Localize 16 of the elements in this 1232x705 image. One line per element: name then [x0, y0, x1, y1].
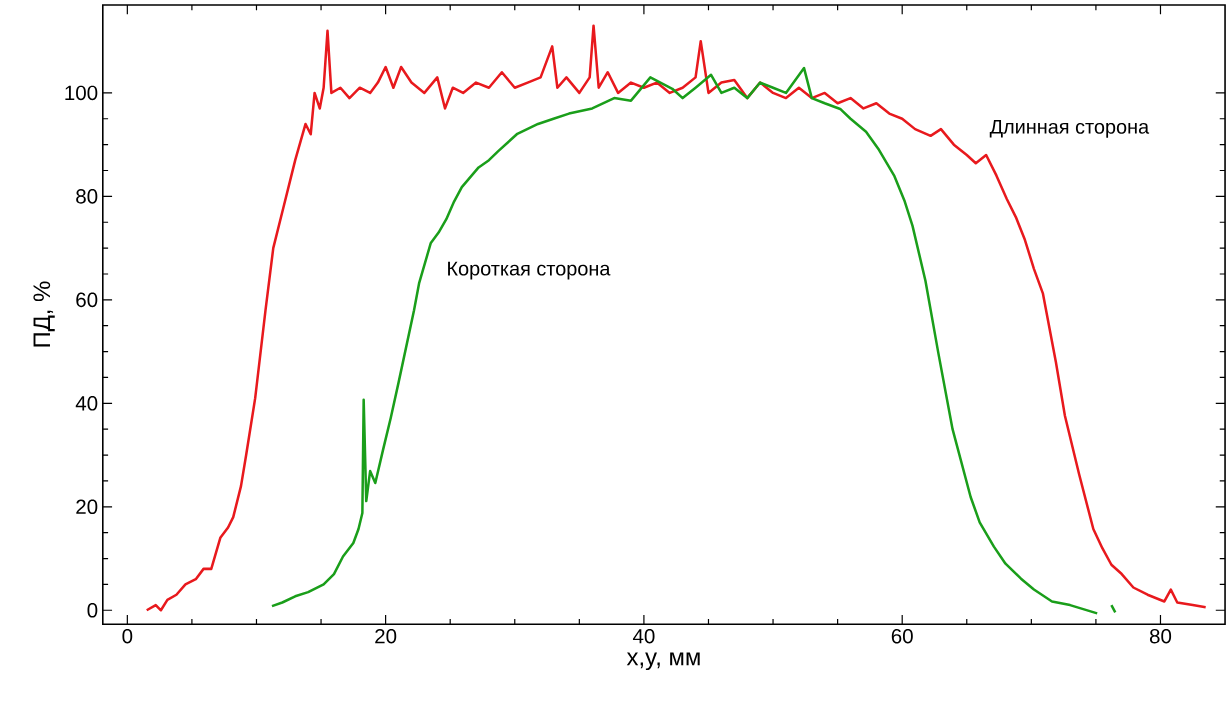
- y-axis-title: ПД, %: [33, 281, 55, 347]
- y-tick-label: 80: [76, 189, 98, 204]
- x-tick-label: 0: [122, 629, 133, 644]
- y-tick-label: 100: [65, 85, 98, 101]
- y-tick-label: 20: [76, 499, 98, 515]
- y-tick-label: 40: [75, 396, 98, 411]
- y-tick-label: 0: [87, 603, 98, 618]
- x-tick-label: 60: [891, 629, 913, 644]
- x-axis-title: x,y, мм: [626, 652, 700, 671]
- x-tick-label: 80: [1149, 629, 1172, 644]
- series-label: Длинная сторона: [989, 120, 1150, 138]
- y-tick-label: 60: [76, 292, 98, 308]
- line-series: [145, 24, 1207, 612]
- x-tick-label: 40: [632, 629, 655, 644]
- x-tick-label: 20: [375, 629, 397, 644]
- series-label: Короткая сторона: [448, 261, 611, 280]
